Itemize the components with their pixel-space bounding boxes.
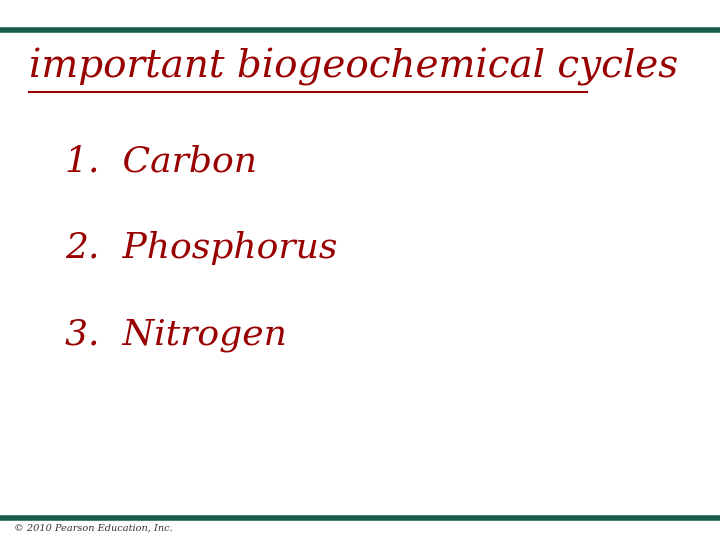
Text: important biogeochemical cycles: important biogeochemical cycles bbox=[29, 49, 678, 86]
Text: 1.  Carbon: 1. Carbon bbox=[65, 145, 257, 179]
Text: 3.  Nitrogen: 3. Nitrogen bbox=[65, 318, 287, 352]
Text: 2.  Phosphorus: 2. Phosphorus bbox=[65, 232, 337, 265]
Text: © 2010 Pearson Education, Inc.: © 2010 Pearson Education, Inc. bbox=[14, 524, 173, 532]
